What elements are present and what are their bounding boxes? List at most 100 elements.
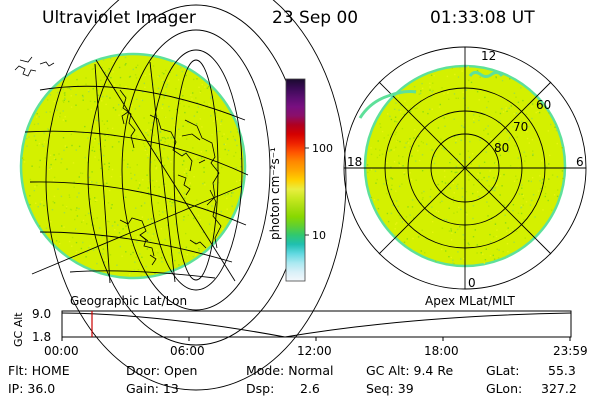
- speckle-dot: [433, 74, 435, 77]
- speckle-dot: [76, 207, 78, 209]
- speckle-dot: [480, 112, 483, 114]
- speckle-dot: [367, 171, 369, 174]
- speckle-dot: [107, 231, 110, 233]
- speckle-dot: [448, 230, 451, 232]
- speckle-dot: [484, 259, 487, 261]
- speckle-dot: [149, 239, 152, 241]
- speckle-dot: [99, 68, 102, 71]
- speckle-dot: [196, 78, 198, 80]
- speckle-dot: [521, 187, 523, 189]
- colorbar-tick-100: 100: [312, 142, 333, 155]
- speckle-dot: [138, 182, 141, 184]
- speckle-dot: [479, 76, 481, 78]
- speckle-dot: [152, 179, 154, 182]
- speckle-dot: [417, 236, 420, 238]
- speckle-dot: [188, 169, 191, 172]
- speckle-dot: [537, 190, 540, 192]
- speckle-dot: [531, 177, 534, 179]
- speckle-dot: [121, 94, 124, 96]
- speckle-dot: [26, 138, 28, 140]
- speckle-dot: [124, 122, 127, 125]
- speckle-dot: [427, 203, 430, 205]
- speckle-dot: [222, 228, 224, 230]
- speckle-dot: [78, 176, 80, 178]
- speckle-dot: [421, 229, 423, 231]
- speckle-dot: [118, 232, 121, 234]
- speckle-dot: [409, 110, 412, 113]
- speckle-dot: [429, 196, 431, 198]
- speckle-dot: [41, 143, 43, 146]
- speckle-dot: [203, 101, 205, 103]
- speckle-dot: [437, 183, 439, 186]
- speckle-dot: [167, 158, 169, 160]
- speckle-dot: [465, 161, 468, 163]
- speckle-dot: [452, 262, 454, 264]
- speckle-dot: [489, 255, 492, 257]
- speckle-dot: [183, 171, 186, 174]
- speckle-dot: [91, 68, 93, 70]
- speckle-dot: [155, 152, 158, 155]
- speckle-dot: [457, 76, 460, 78]
- speckle-dot: [452, 259, 454, 261]
- speckle-dot: [35, 202, 37, 204]
- speckle-dot: [423, 190, 425, 193]
- speckle-dot: [463, 239, 466, 241]
- speckle-dot: [48, 129, 50, 131]
- speckle-dot: [525, 155, 527, 157]
- speckle-dot: [163, 81, 165, 83]
- speckle-dot: [147, 218, 149, 221]
- speckle-dot: [429, 108, 431, 111]
- speckle-dot: [530, 180, 532, 183]
- speckle-dot: [447, 182, 450, 184]
- speckle-dot: [116, 264, 118, 266]
- speckle-dot: [206, 87, 209, 89]
- speckle-dot: [411, 206, 414, 208]
- speckle-dot: [165, 175, 168, 177]
- speckle-dot: [153, 186, 156, 188]
- speckle-dot: [483, 161, 486, 163]
- speckle-dot: [196, 111, 198, 113]
- speckle-dot: [198, 139, 200, 142]
- speckle-dot: [472, 118, 475, 120]
- speckle-dot: [512, 204, 515, 206]
- speckle-dot: [171, 117, 173, 120]
- speckle-dot: [164, 116, 167, 118]
- speckle-dot: [375, 182, 377, 184]
- speckle-dot: [376, 178, 378, 181]
- speckle-dot: [173, 201, 175, 203]
- speckle-dot: [485, 128, 487, 130]
- speckle-dot: [73, 181, 75, 184]
- speckle-dot: [70, 209, 73, 211]
- speckle-dot: [146, 248, 148, 250]
- speckle-dot: [92, 236, 94, 239]
- speckle-dot: [137, 64, 139, 66]
- speckle-dot: [202, 231, 205, 233]
- speckle-dot: [377, 140, 379, 142]
- speckle-dot: [155, 249, 158, 251]
- speckle-dot: [236, 131, 239, 133]
- speckle-dot: [521, 184, 523, 186]
- speckle-dot: [62, 84, 65, 86]
- speckle-dot: [107, 73, 109, 75]
- speckle-dot: [139, 253, 141, 255]
- speckle-dot: [453, 135, 456, 138]
- speckle-dot: [494, 187, 496, 189]
- speckle-dot: [402, 165, 404, 167]
- speckle-dot: [399, 217, 402, 219]
- speckle-dot: [455, 97, 457, 99]
- speckle-dot: [503, 204, 505, 206]
- speckle-dot: [26, 145, 28, 147]
- speckle-dot: [89, 245, 91, 247]
- speckle-dot: [479, 139, 481, 141]
- speckle-dot: [38, 116, 40, 118]
- speckle-dot: [526, 131, 528, 133]
- speckle-dot: [542, 209, 544, 211]
- speckle-dot: [488, 185, 490, 187]
- speckle-dot: [109, 97, 111, 99]
- speckle-dot: [94, 200, 97, 202]
- speckle-dot: [100, 79, 102, 81]
- instrument-title: Ultraviolet Imager: [42, 8, 196, 28]
- speckle-dot: [134, 174, 136, 176]
- speckle-dot: [426, 143, 428, 145]
- speckle-dot: [432, 231, 434, 233]
